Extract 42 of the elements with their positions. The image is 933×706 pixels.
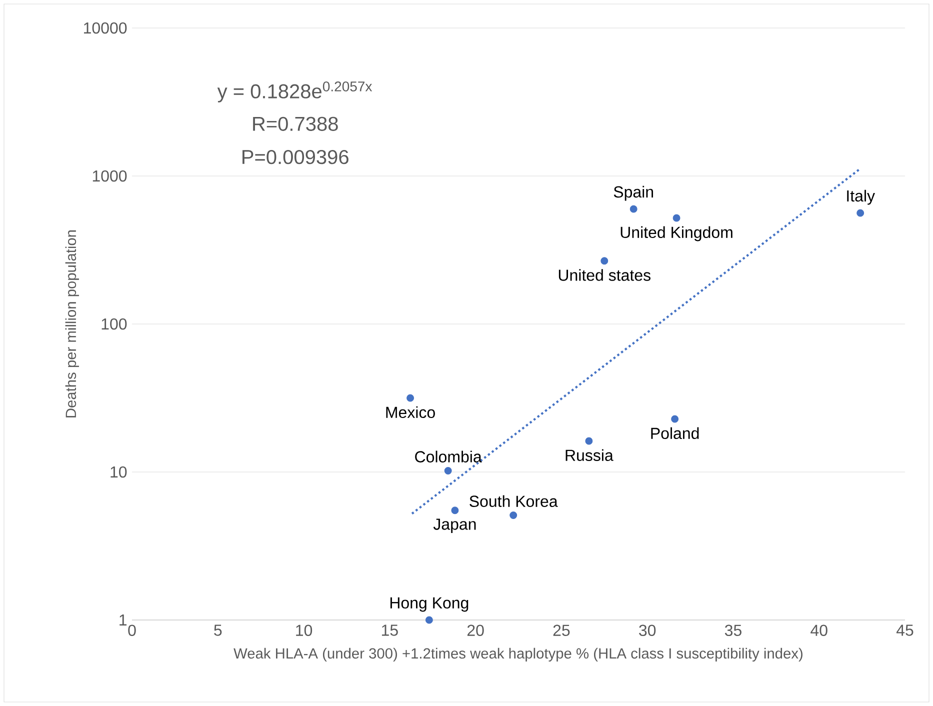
point [425,616,433,624]
point [451,506,459,514]
y-tick-label: 1 [120,614,127,626]
point [630,205,638,213]
annotation: Poland [651,427,699,440]
x-tick-label: 40 [810,624,828,636]
annotation: y = 0.1828e$^{0.2057x}$ [217,81,372,102]
annotation: Hong Kong [390,597,468,612]
annotation: P=0.009396 [242,150,348,164]
x-tick-label: 5 [214,624,222,636]
annotation: Colombia [415,450,482,462]
x-tick-label: 25 [553,624,570,636]
point [444,466,452,474]
point [856,209,864,217]
y-axis-title: Deaths per million population [65,230,79,418]
y-tick-label: 10 [110,466,127,478]
x-tick-label: 20 [467,624,484,636]
annotation: United states [558,269,650,281]
annotation: Russia [566,449,614,461]
annotation: Italy [847,190,875,205]
annotation: United Kingdom [620,226,732,242]
x-tick-label: 35 [724,624,742,636]
x-tick-label: 10 [296,624,312,636]
annotation: R=0.7388 [253,116,338,131]
point [672,214,680,222]
point [510,512,518,520]
y-tick-label: 1000 [92,170,127,182]
x-tick-label: 30 [639,624,656,636]
y-tick-label: 10000 [84,22,127,34]
x-tick-label: 0 [128,624,136,636]
x-tick-label: 45 [896,624,914,636]
annotation: South Korea [470,495,558,507]
annotation: Spain [614,186,654,201]
point [406,394,414,402]
point [671,415,679,423]
annotation: Mexico [386,406,435,418]
x-axis-title: Weak HLA-A (under 300) +1.2times weak haplotype % (HLA class I susceptibility index) [234,648,802,662]
x-tick-label: 15 [382,624,398,636]
point [585,437,593,445]
point [600,257,608,265]
y-tick-label: 100 [102,318,127,330]
annotation: Japan [433,518,476,534]
